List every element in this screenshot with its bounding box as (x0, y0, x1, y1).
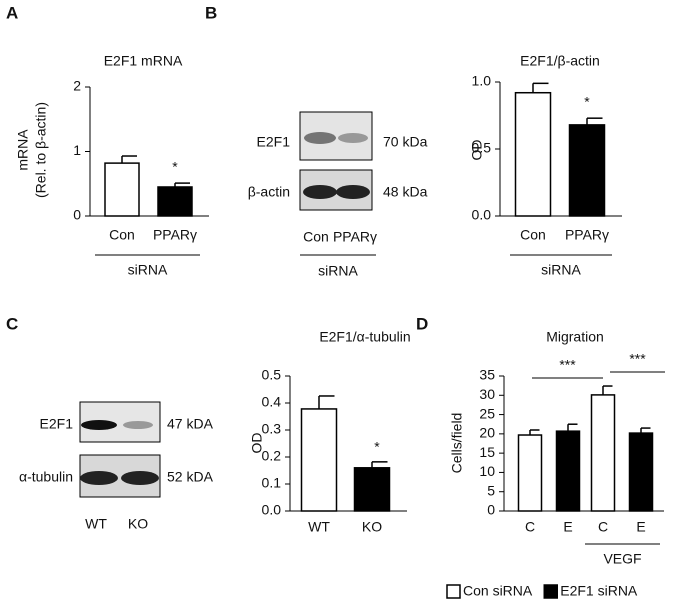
y-tick-label: 0.5 (262, 367, 282, 383)
x-tick-label: PPARγ (565, 227, 609, 243)
blot-size: 70 kDa (383, 134, 428, 150)
y-tick-label: 5 (487, 482, 495, 498)
x-tick-label: E (563, 519, 572, 535)
group-label: VEGF (603, 551, 641, 567)
group-label: siRNA (128, 262, 168, 278)
y-tick-label: 0.5 (472, 140, 492, 156)
blot-b (299, 111, 373, 211)
y-tick-label: 20 (479, 425, 495, 441)
y-tick-label: 10 (479, 463, 495, 479)
bar (157, 186, 193, 217)
blot-label: α-tubulin (19, 469, 73, 485)
y-axis-label: Cells/field (449, 413, 465, 474)
y-tick-label: 1 (73, 142, 81, 158)
y-axis-label: OD (469, 140, 485, 161)
blot-label: E2F1 (40, 416, 74, 432)
bar (628, 432, 654, 512)
annotation: *** (559, 357, 576, 373)
chart-title: E2F1 mRNA (104, 53, 183, 69)
panel-label: B (205, 3, 217, 22)
blot-size: 52 kDA (167, 469, 214, 485)
bar (555, 430, 581, 512)
x-tick-label: E (636, 519, 645, 535)
lane-label: PPARγ (333, 229, 377, 245)
y-tick-label: 25 (479, 405, 495, 421)
x-tick-label: KO (362, 519, 382, 535)
blot-c (79, 401, 161, 498)
y-tick-label: 0.4 (262, 394, 282, 410)
blot-size: 47 kDA (167, 416, 214, 432)
chart-title: Migration (546, 329, 604, 345)
legend-label: E2F1 siRNA (560, 583, 638, 599)
panel-label: A (6, 3, 18, 22)
y-tick-label: 0 (73, 207, 81, 223)
x-tick-label: Con (109, 227, 135, 243)
y-tick-label: 0.3 (262, 421, 282, 437)
y-tick-label: 15 (479, 444, 495, 460)
x-tick-label: WT (308, 519, 330, 535)
chart-title: E2F1/β-actin (520, 53, 600, 69)
panel-label: D (416, 314, 428, 333)
annotation: * (584, 94, 590, 110)
bar (104, 162, 140, 217)
y-axis-label: OD (249, 433, 265, 454)
bar (517, 434, 543, 512)
group-label: siRNA (318, 263, 358, 279)
group-label: siRNA (541, 262, 581, 278)
legend-label: Con siRNA (463, 583, 533, 599)
annotation: *** (629, 351, 646, 367)
lane-label: KO (128, 516, 148, 532)
y-tick-label: 2 (73, 78, 81, 94)
y-tick-label: 0.0 (472, 207, 492, 223)
y-tick-label: 0 (487, 502, 495, 518)
legend-swatch (446, 584, 461, 599)
legend-swatch (543, 584, 558, 599)
blot-label: β-actin (248, 184, 290, 200)
y-tick-label: 0.1 (262, 475, 282, 491)
x-tick-label: C (598, 519, 608, 535)
panel-label: C (6, 314, 18, 333)
y-tick-label: 30 (479, 386, 495, 402)
blot-label: E2F1 (257, 134, 291, 150)
y-axis-label: (Rel. to β-actin) (33, 102, 49, 198)
bar (568, 124, 606, 217)
lane-label: Con (303, 229, 329, 245)
bar (300, 408, 338, 512)
x-tick-label: Con (520, 227, 546, 243)
x-tick-label: C (525, 519, 535, 535)
y-tick-label: 1.0 (472, 73, 492, 89)
y-tick-label: 0.0 (262, 502, 282, 518)
x-tick-label: PPARγ (153, 227, 197, 243)
bar (590, 394, 616, 512)
y-tick-label: 35 (479, 367, 495, 383)
y-axis-label: mRNA (15, 129, 31, 171)
bar (514, 91, 552, 217)
bar (353, 467, 391, 512)
annotation: * (374, 439, 380, 455)
chart-title: E2F1/α-tubulin (319, 329, 410, 345)
y-tick-label: 0.2 (262, 448, 282, 464)
annotation: * (172, 159, 178, 175)
lane-label: WT (85, 516, 107, 532)
blot-size: 48 kDa (383, 184, 428, 200)
